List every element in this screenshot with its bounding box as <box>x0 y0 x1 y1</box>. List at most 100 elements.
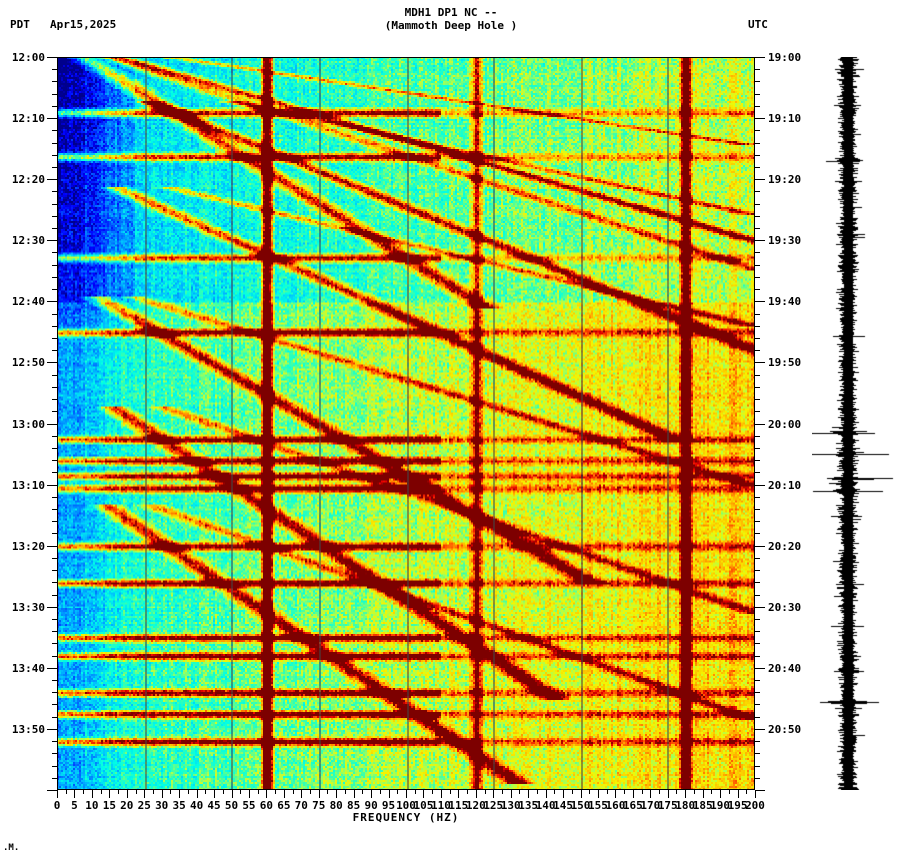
time-tick-minor <box>52 338 57 339</box>
freq-label: 65 <box>277 799 291 812</box>
time-tick-minor <box>755 656 760 657</box>
time-tick-minor <box>52 521 57 522</box>
time-label-pdt: 12:40 <box>11 295 45 308</box>
freq-tick-major <box>528 790 529 798</box>
time-label-pdt: 12:50 <box>11 356 45 369</box>
time-tick-minor <box>755 191 760 192</box>
timezone-label-left: PDT <box>10 18 30 31</box>
time-tick-major <box>47 57 57 58</box>
time-label-utc: 20:10 <box>768 479 802 492</box>
time-label-pdt: 12:00 <box>11 51 45 64</box>
time-label-pdt: 13:10 <box>11 479 45 492</box>
freq-label: 170 <box>640 799 661 812</box>
time-tick-minor <box>52 741 57 742</box>
time-tick-minor <box>755 619 760 620</box>
time-tick-minor <box>52 375 57 376</box>
time-tick-minor <box>755 460 760 461</box>
time-tick-minor <box>52 753 57 754</box>
time-tick-major <box>755 546 765 547</box>
freq-label: 195 <box>727 799 748 812</box>
time-label-pdt: 13:00 <box>11 418 45 431</box>
time-label-utc: 19:00 <box>768 51 802 64</box>
freq-tick-minor <box>519 790 520 794</box>
freq-label: 40 <box>189 799 204 812</box>
freq-label: 160 <box>605 799 626 812</box>
freq-tick-minor <box>572 790 573 794</box>
time-tick-minor <box>755 216 760 217</box>
time-tick-minor <box>755 521 760 522</box>
freq-tick-major <box>755 790 756 798</box>
freq-label: 155 <box>588 799 608 812</box>
freq-tick-major <box>301 790 302 798</box>
freq-tick-major <box>563 790 564 798</box>
time-label-pdt: 12:20 <box>11 173 45 186</box>
time-tick-minor <box>52 704 57 705</box>
time-tick-minor <box>52 631 57 632</box>
freq-tick-major <box>127 790 128 798</box>
time-tick-minor <box>52 94 57 95</box>
freq-label: 45 <box>207 799 221 812</box>
time-tick-minor <box>52 778 57 779</box>
freq-label: 115 <box>448 799 469 812</box>
freq-tick-major <box>685 790 686 798</box>
freq-label: 85 <box>347 799 361 812</box>
time-tick-minor <box>755 265 760 266</box>
freq-label: 35 <box>172 799 186 812</box>
freq-label: 135 <box>518 799 539 812</box>
freq-label: 175 <box>657 799 678 812</box>
time-label-utc: 20:30 <box>768 601 802 614</box>
time-tick-major <box>47 362 57 363</box>
time-tick-minor <box>52 533 57 534</box>
time-tick-minor <box>52 595 57 596</box>
time-tick-minor <box>755 94 760 95</box>
time-tick-minor <box>755 595 760 596</box>
freq-tick-major <box>493 790 494 798</box>
time-tick-minor <box>755 143 760 144</box>
time-tick-major <box>755 179 765 180</box>
time-tick-major <box>47 729 57 730</box>
freq-tick-minor <box>589 790 590 794</box>
time-tick-minor <box>755 692 760 693</box>
freq-tick-major <box>458 790 459 798</box>
time-axis-utc: 19:00 19:10 19:20 19:30 19:40 19:50 20:00 20:10… <box>755 51 902 791</box>
freq-label: 30 <box>155 799 169 812</box>
freq-label: 120 <box>465 799 486 812</box>
freq-tick-major <box>266 790 267 798</box>
time-tick-minor <box>755 81 760 82</box>
time-tick-minor <box>52 643 57 644</box>
time-tick-minor <box>52 680 57 681</box>
time-tick-minor <box>755 631 760 632</box>
freq-tick-minor <box>711 790 712 794</box>
freq-tick-minor <box>624 790 625 794</box>
time-tick-minor <box>755 399 760 400</box>
spectrogram-plot[interactable] <box>57 57 755 790</box>
freq-label: 90 <box>364 799 378 812</box>
time-tick-minor <box>755 558 760 559</box>
freq-tick-minor <box>415 790 416 794</box>
freq-tick-major <box>633 790 634 798</box>
time-tick-minor <box>52 314 57 315</box>
seismogram-trace <box>812 57 898 790</box>
freq-tick-major <box>389 790 390 798</box>
time-tick-minor <box>52 448 57 449</box>
freq-tick-major <box>179 790 180 798</box>
freq-tick-minor <box>694 790 695 794</box>
time-label-utc: 20:50 <box>768 723 802 736</box>
time-tick-minor <box>755 277 760 278</box>
time-tick-major <box>47 485 57 486</box>
time-tick-minor <box>755 375 760 376</box>
time-tick-minor <box>52 766 57 767</box>
freq-tick-major <box>615 790 616 798</box>
time-tick-minor <box>52 155 57 156</box>
freq-label: 100 <box>396 799 416 812</box>
freq-label: 110 <box>430 799 451 812</box>
freq-label: 10 <box>85 799 99 812</box>
freq-label: 140 <box>535 799 556 812</box>
time-tick-minor <box>52 436 57 437</box>
freq-label: 165 <box>622 799 643 812</box>
time-tick-minor <box>52 167 57 168</box>
time-tick-major <box>755 668 765 669</box>
time-tick-minor <box>52 717 57 718</box>
freq-tick-minor <box>642 790 643 794</box>
freq-tick-major <box>249 790 250 798</box>
